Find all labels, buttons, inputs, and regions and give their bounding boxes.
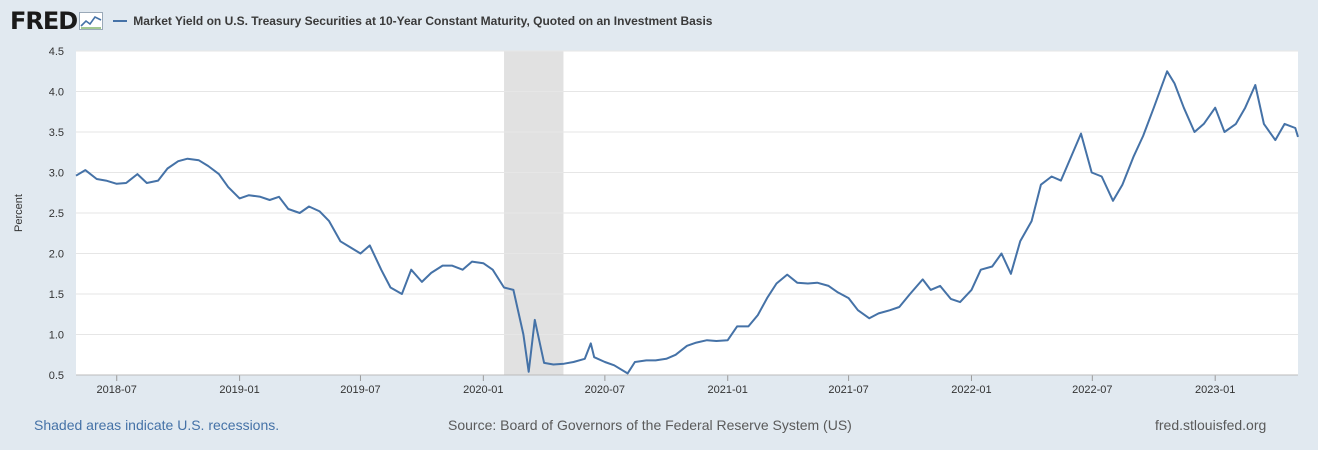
y-tick-label: 1.0 (49, 330, 64, 342)
y-tick-label: 4.5 (49, 46, 64, 58)
logo-graph-icon (79, 12, 104, 30)
recession-note[interactable]: Shaded areas indicate U.S. recessions. (34, 417, 280, 433)
x-tick-label: 2022-01 (951, 384, 991, 396)
x-tick-label: 2019-01 (219, 384, 259, 396)
y-axis-label: Percent (13, 194, 25, 232)
source-note: Source: Board of Governors of the Federa… (448, 417, 852, 433)
x-tick-label: 2022-07 (1072, 384, 1112, 396)
y-tick-label: 1.5 (49, 289, 64, 301)
site-url[interactable]: fred.stlouisfed.org (1155, 417, 1267, 433)
series-line (75, 70, 1299, 375)
x-tick-label: 2020-01 (463, 384, 503, 396)
y-tick-label: 2.0 (49, 249, 64, 261)
x-tick-label: 2019-07 (340, 384, 380, 396)
x-tick-label: 2021-07 (828, 384, 868, 396)
fred-logo[interactable]: FRED (10, 7, 104, 35)
header: FRED Market Yield on U.S. Treasury Secur… (10, 6, 712, 36)
y-tick-label: 4.0 (49, 87, 64, 99)
line-chart: 0.5 1.0 1.5 2.0 2.5 3.0 3.5 4.0 4.5 2018-07 2019-0… (13, 46, 1299, 396)
fred-logo-text: FRED (10, 7, 78, 35)
x-tick-label: 2021-01 (708, 384, 748, 396)
legend-line-marker (113, 20, 128, 22)
y-tick-label: 3.0 (49, 168, 64, 180)
chart-legend: Market Yield on U.S. Treasury Securities… (113, 14, 712, 28)
y-tick-label: 2.5 (49, 208, 64, 220)
y-tick-label: 3.5 (49, 127, 64, 139)
x-tick-label: 2023-01 (1195, 384, 1235, 396)
x-tick-label: 2020-07 (585, 384, 625, 396)
y-tick-label: 0.5 (49, 370, 64, 382)
x-tick-label: 2018-07 (97, 384, 137, 396)
legend-series-title: Market Yield on U.S. Treasury Securities… (133, 14, 713, 28)
